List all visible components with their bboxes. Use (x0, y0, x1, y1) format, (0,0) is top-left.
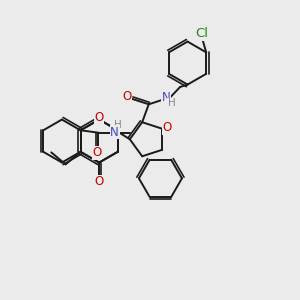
Text: Cl: Cl (195, 27, 208, 40)
Text: H: H (168, 98, 176, 108)
Text: O: O (122, 90, 132, 103)
Text: N: N (110, 126, 119, 139)
Text: H: H (114, 120, 122, 130)
Text: N: N (161, 91, 170, 103)
Text: O: O (94, 175, 104, 188)
Text: O: O (162, 121, 172, 134)
Text: O: O (92, 146, 102, 160)
Text: O: O (94, 111, 104, 124)
